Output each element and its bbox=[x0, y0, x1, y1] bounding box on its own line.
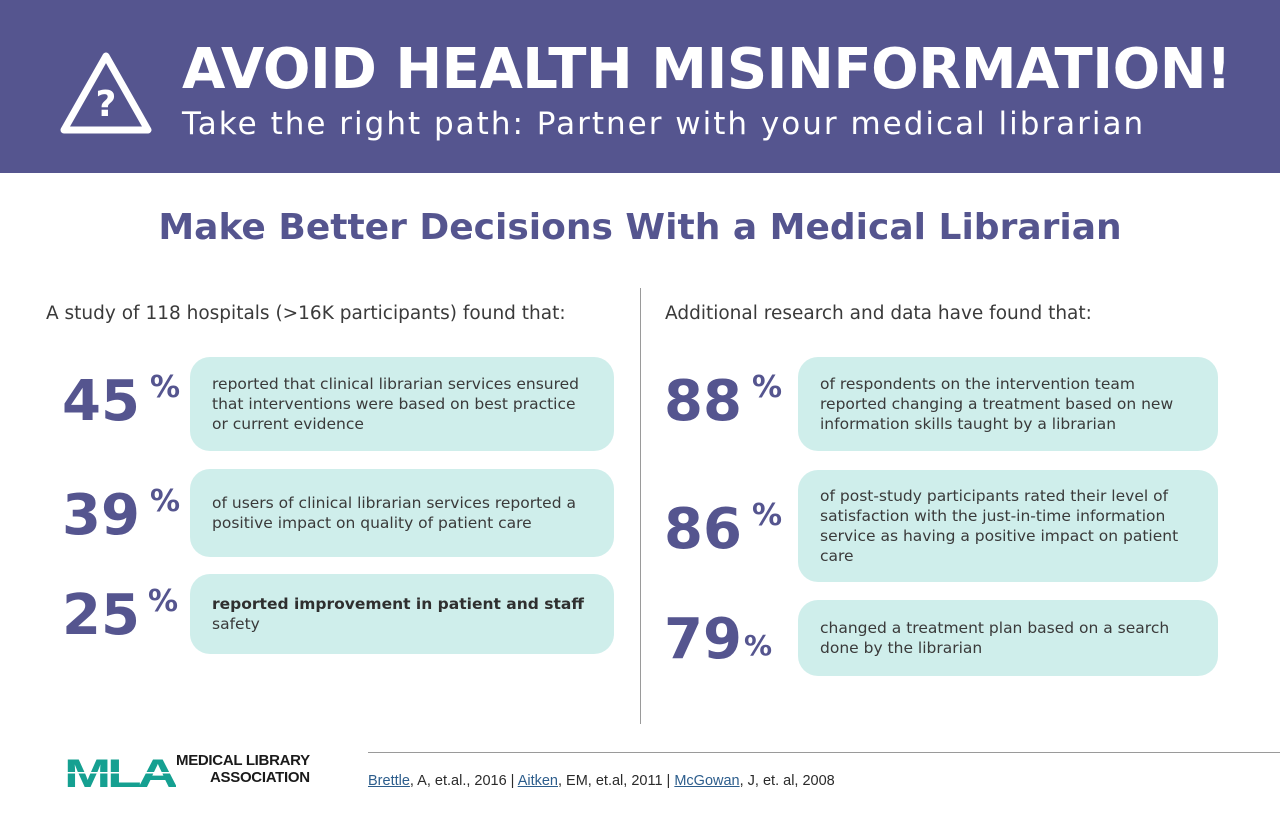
citation-text: , A, et.al., 2016 | bbox=[409, 773, 518, 789]
stat-card: changed a treatment plan based on a sear… bbox=[798, 600, 1218, 676]
column-divider bbox=[640, 288, 641, 724]
stat-percent: % bbox=[148, 584, 179, 619]
citation-text: , J, et. al, 2008 bbox=[739, 773, 835, 789]
stat-value: 86 bbox=[664, 497, 742, 562]
stat-value: 39 bbox=[62, 483, 140, 548]
stat-description: reported improvement in patient and staf… bbox=[212, 594, 584, 634]
banner-title: AVOID HEALTH MISINFORMATION! bbox=[182, 37, 1232, 102]
stat-description: reported that clinical librarian service… bbox=[212, 375, 580, 433]
mla-org-line1: MEDICAL LIBRARY bbox=[176, 752, 310, 769]
stat-percent: % bbox=[150, 370, 181, 405]
left-intro: A study of 118 hospitals (>16K participa… bbox=[46, 303, 566, 324]
citation-link-brettle[interactable]: Brettle bbox=[368, 773, 410, 789]
stat-description: changed a treatment plan based on a sear… bbox=[820, 619, 1170, 657]
header-banner: ? AVOID HEALTH MISINFORMATION! Take the … bbox=[0, 0, 1280, 173]
citation-text: , EM, et.al, 2011 | bbox=[558, 773, 675, 789]
stat-value: 79 bbox=[664, 607, 742, 672]
stat-card: of post-study participants rated their l… bbox=[798, 470, 1218, 582]
footer-rule bbox=[368, 752, 1280, 753]
citations: Brettle, A, et.al., 2016 | Aitken, EM, e… bbox=[368, 772, 835, 790]
warning-question-icon: ? bbox=[60, 52, 152, 134]
stat-value: 88 bbox=[664, 369, 742, 434]
stat-percent: % bbox=[752, 498, 783, 533]
mla-org-line2: ASSOCIATION bbox=[210, 769, 310, 786]
mla-logo: MLA bbox=[64, 755, 176, 789]
stat-card: of respondents on the intervention team … bbox=[798, 357, 1218, 451]
section-headline: Make Better Decisions With a Medical Lib… bbox=[158, 207, 1122, 248]
stat-value: 25 bbox=[62, 583, 140, 648]
banner-subtitle: Take the right path: Partner with your m… bbox=[182, 106, 1146, 142]
stat-description: of respondents on the intervention team … bbox=[820, 375, 1174, 433]
stat-description: of post-study participants rated their l… bbox=[820, 487, 1179, 565]
mla-wordmark: MEDICAL LIBRARY ASSOCIATION bbox=[176, 752, 310, 786]
svg-text:?: ? bbox=[96, 84, 117, 125]
right-intro: Additional research and data have found … bbox=[665, 303, 1092, 324]
stat-card: reported improvement in patient and staf… bbox=[190, 574, 614, 654]
stat-card: of users of clinical librarian services … bbox=[190, 469, 614, 557]
stat-percent: % bbox=[744, 629, 773, 662]
citation-link-aitken[interactable]: Aitken bbox=[517, 773, 558, 789]
stat-description-bold: reported improvement in patient and staf… bbox=[212, 595, 584, 613]
stat-description: of users of clinical librarian services … bbox=[212, 494, 576, 532]
stat-percent: % bbox=[150, 484, 181, 519]
stat-percent: % bbox=[752, 370, 783, 405]
stat-value: 45 bbox=[62, 369, 140, 434]
citation-link-mcgowan[interactable]: McGowan bbox=[674, 773, 740, 789]
stat-description-rest: safety bbox=[212, 615, 260, 633]
stat-card: reported that clinical librarian service… bbox=[190, 357, 614, 451]
